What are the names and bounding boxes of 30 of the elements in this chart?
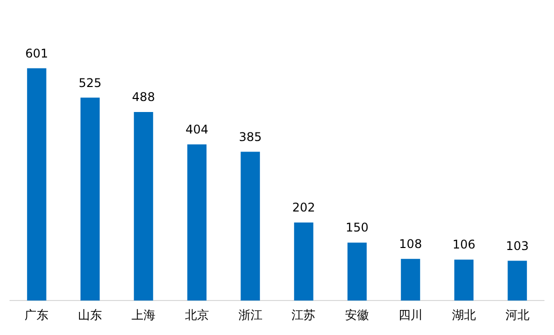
bar [80,98,100,301]
x-tick-label: 河北 [505,308,530,322]
x-tick-label: 江苏 [292,308,316,322]
bar [187,144,207,301]
data-label: 385 [238,130,262,144]
bar [294,222,314,301]
x-tick-label: 广东 [24,308,49,322]
data-label: 106 [452,238,476,252]
x-tick-label: 四川 [398,308,422,322]
data-label: 150 [346,220,369,235]
bar [400,258,420,301]
bar [347,242,367,301]
data-label: 108 [399,236,422,251]
bar [508,260,527,301]
data-label: 404 [185,122,208,137]
x-tick-label: 湖北 [452,308,476,322]
data-label: 525 [78,76,102,90]
data-label: 202 [292,200,316,215]
x-tick-label: 山东 [78,308,102,322]
bar [454,260,474,301]
x-tick-label: 北京 [184,308,209,322]
bar [240,152,260,301]
bar [134,112,154,301]
x-tick-label: 浙江 [238,308,262,322]
x-tick-label: 安徽 [345,308,370,322]
data-label: 601 [25,46,48,60]
bar [27,68,46,301]
x-tick-label: 上海 [132,308,156,322]
data-label: 103 [506,238,529,253]
data-label: 488 [132,90,155,104]
